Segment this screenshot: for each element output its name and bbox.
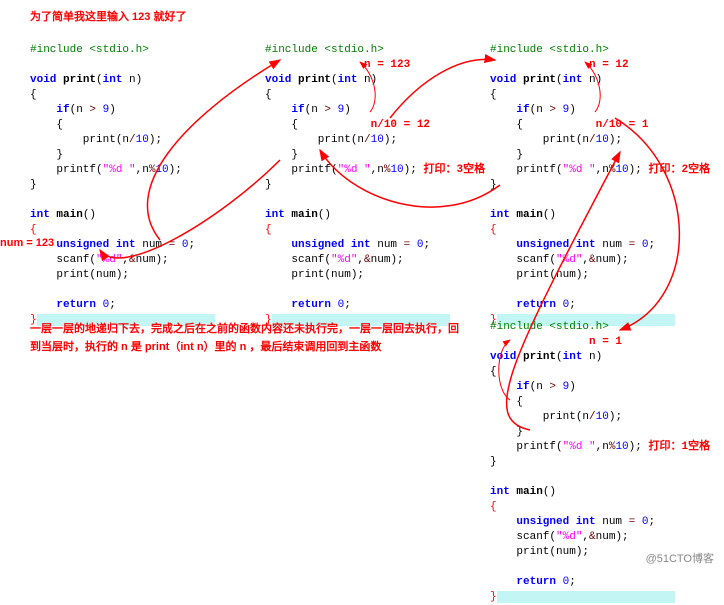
include-line: #include <stdio.h> <box>265 44 384 56</box>
code-block-3: #include <stdio.h> n = 12 void print(int… <box>490 28 710 328</box>
top-annotation: 为了简单我这里输入 123 就好了 <box>30 8 186 24</box>
include-line: #include <stdio.h> <box>490 44 609 56</box>
bottom-explanation: 一层一层的地递归下去，完成之后在之前的函数内容还未执行完，一层一层回去执行，回到… <box>30 320 460 356</box>
num-input-note: num = 123 <box>0 237 54 249</box>
code-block-2: #include <stdio.h> n = 123 void print(in… <box>265 28 485 328</box>
code-block-1: #include <stdio.h> void print(int n) { i… <box>30 28 215 328</box>
include-line: #include <stdio.h> <box>30 44 149 56</box>
include-line: #include <stdio.h> <box>490 321 609 333</box>
watermark: @51CTO博客 <box>642 549 718 567</box>
